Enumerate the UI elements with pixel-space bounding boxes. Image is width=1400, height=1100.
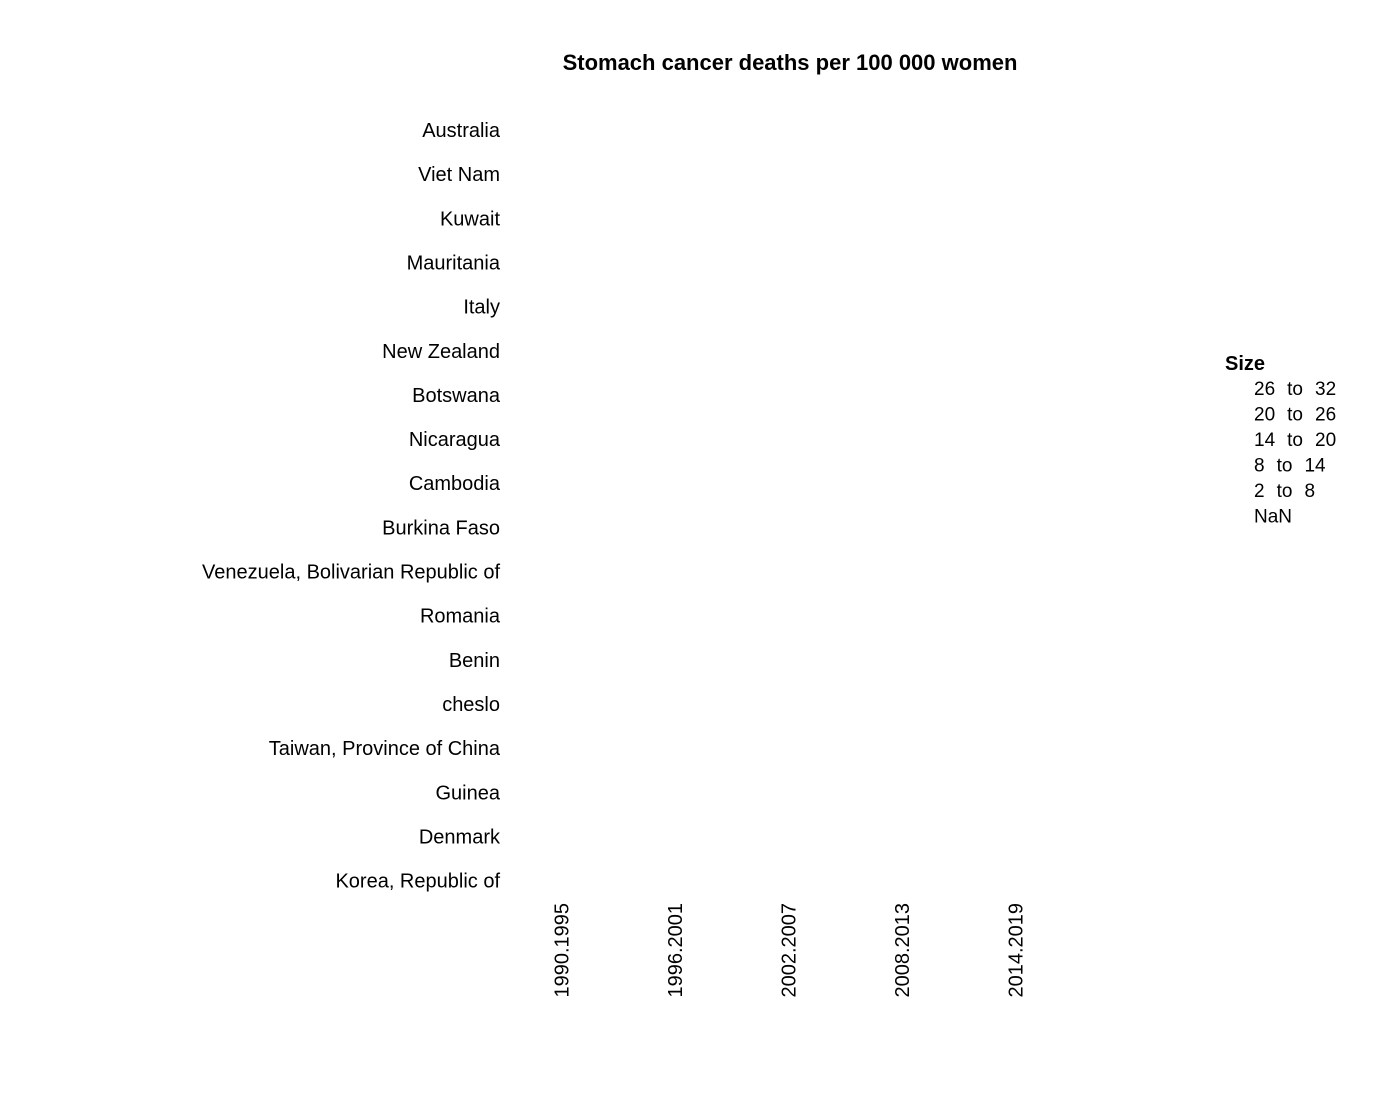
legend-title: Size xyxy=(1225,353,1265,375)
row-label: Australia xyxy=(422,120,501,142)
legend-item-sep: to xyxy=(1277,481,1293,502)
row-label: Taiwan, Province of China xyxy=(269,738,501,760)
legend-item-sep: to xyxy=(1287,405,1303,426)
legend-item: NaN xyxy=(1254,507,1292,528)
column-label: 1990.1995 xyxy=(551,903,573,998)
chart-title: Stomach cancer deaths per 100 000 women xyxy=(563,50,1018,75)
row-label: Botswana xyxy=(412,385,501,407)
row-label: Burkina Faso xyxy=(382,517,500,539)
column-label: 2008.2013 xyxy=(892,903,914,998)
row-label: Mauritania xyxy=(407,252,501,274)
legend-item-sep: to xyxy=(1287,430,1303,451)
row-label: Kuwait xyxy=(440,208,500,230)
legend-item-sep: to xyxy=(1277,456,1293,477)
row-label: Benin xyxy=(449,650,500,672)
row-label: Nicaragua xyxy=(409,429,501,451)
row-label: Guinea xyxy=(436,782,501,804)
legend-item-high: 32 xyxy=(1315,379,1336,400)
row-label: Denmark xyxy=(419,826,501,848)
legend-item-low: 2 xyxy=(1254,481,1265,502)
legend-item-high: 20 xyxy=(1315,430,1336,451)
row-label: Cambodia xyxy=(409,473,501,495)
row-labels: Australia Viet Nam Kuwait Mauritania Italy Ne… xyxy=(202,120,501,893)
legend-item-label: NaN xyxy=(1254,507,1292,528)
legend-item: 8 to 14 xyxy=(1254,456,1326,477)
legend-item-low: 14 xyxy=(1254,430,1276,451)
row-label: Viet Nam xyxy=(418,164,500,186)
legend-item-low: 26 xyxy=(1254,379,1275,400)
row-label: Venezuela, Bolivarian Republic of xyxy=(202,562,500,584)
row-label: cheslo xyxy=(442,694,500,716)
row-label: Italy xyxy=(463,297,500,319)
legend-item-low: 8 xyxy=(1254,456,1265,477)
column-label: 2014.2019 xyxy=(1005,903,1027,998)
row-label: Romania xyxy=(420,606,501,628)
legend-item-high: 26 xyxy=(1315,405,1336,426)
legend-item-low: 20 xyxy=(1254,405,1275,426)
column-label: 1996.2001 xyxy=(665,903,687,998)
legend-item: 2 to 8 xyxy=(1254,481,1315,502)
legend-item: 20 to 26 xyxy=(1254,405,1336,426)
legend-item-high: 8 xyxy=(1304,481,1315,502)
legend-item: 26 to 32 xyxy=(1254,379,1336,400)
column-labels: 1990.1995 1996.2001 2002.2007 2008.2013 2014… xyxy=(551,903,1027,998)
row-label: Korea, Republic of xyxy=(335,871,500,893)
row-label: New Zealand xyxy=(382,341,500,363)
legend-item-high: 14 xyxy=(1304,456,1326,477)
legend-item: 14 to 20 xyxy=(1254,430,1336,451)
legend-item-sep: to xyxy=(1287,379,1303,400)
column-label: 2002.2007 xyxy=(778,903,800,998)
